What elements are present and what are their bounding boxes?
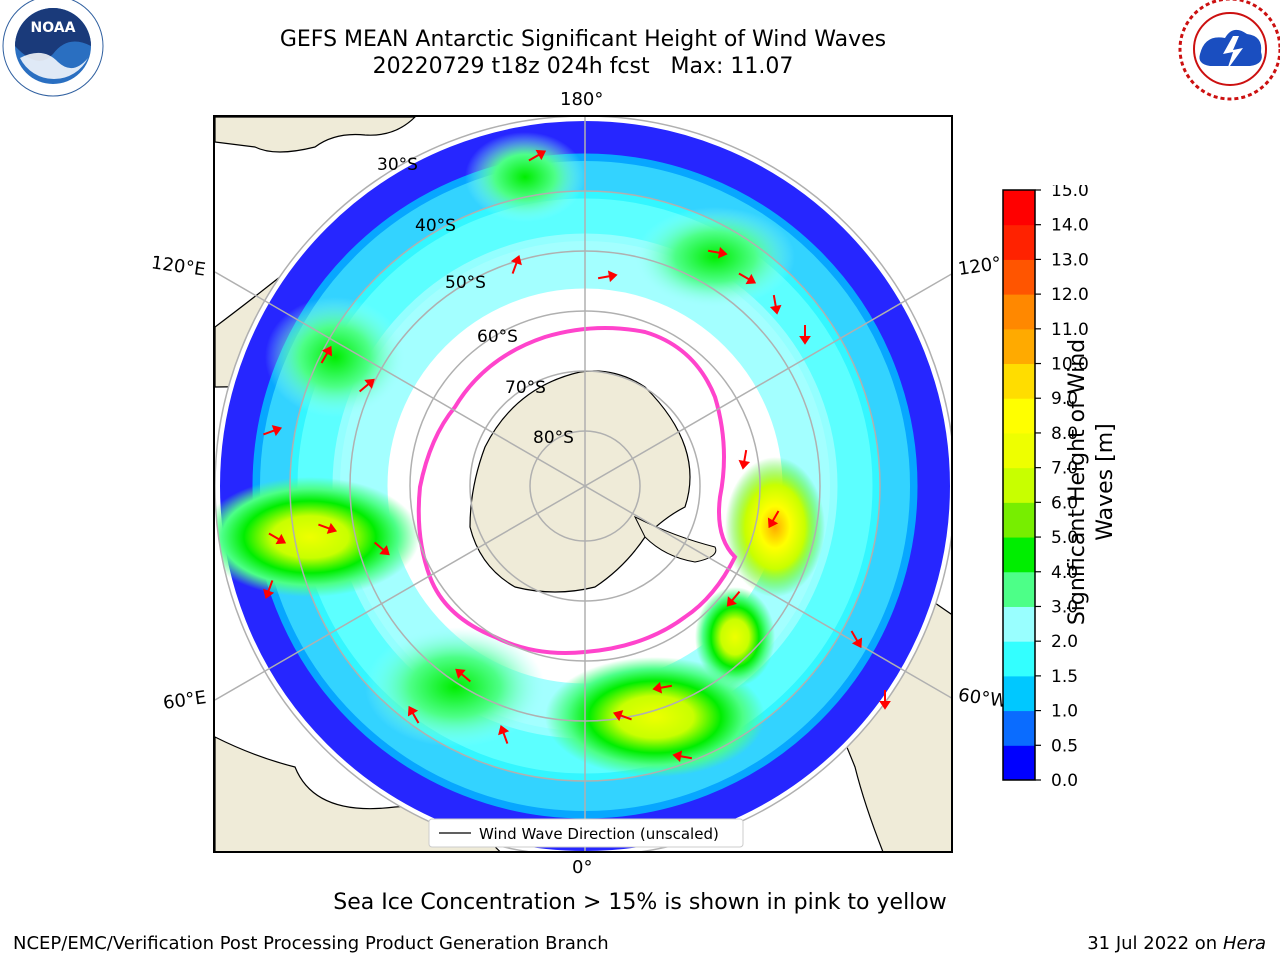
colorbar-tick-label: 7.0 bbox=[1051, 459, 1078, 479]
wave-arrow bbox=[672, 750, 693, 763]
colorbar-tick-label: 8.0 bbox=[1051, 424, 1078, 444]
colorbar-tick-label: 11.0 bbox=[1051, 320, 1089, 340]
colorbar-tick-label: 6.0 bbox=[1051, 493, 1078, 513]
polar-map: 30°S 40°S 50°S 60°S 70°S 80°S bbox=[213, 115, 953, 853]
lat-label-70: 70°S bbox=[505, 378, 546, 398]
colorbar-band bbox=[1003, 190, 1035, 226]
colorbar-band bbox=[1003, 710, 1035, 746]
lat-label-30: 30°S bbox=[377, 155, 418, 175]
colorbar-band bbox=[1003, 363, 1035, 399]
wave-arrow bbox=[612, 710, 632, 722]
wave-arrow bbox=[510, 254, 522, 274]
colorbar-band bbox=[1003, 398, 1035, 434]
wave-arrow bbox=[850, 630, 863, 649]
colorbar-band bbox=[1003, 294, 1035, 330]
footer-branch: NCEP/EMC/Verification Post Processing Pr… bbox=[13, 933, 609, 954]
colorbar-band bbox=[1003, 606, 1035, 642]
wave-arrow bbox=[320, 345, 333, 364]
map-canvas: 30°S 40°S 50°S 60°S 70°S 80°S bbox=[215, 117, 951, 851]
wave-arrow bbox=[652, 681, 673, 694]
colorbar-band bbox=[1003, 259, 1035, 295]
colorbar-band bbox=[1003, 571, 1035, 607]
wave-arrow bbox=[769, 294, 782, 315]
colorbar-band bbox=[1003, 641, 1035, 677]
direction-legend: Wind Wave Direction (unscaled) bbox=[428, 818, 744, 848]
wave-arrow bbox=[528, 149, 547, 162]
antarctica bbox=[416, 326, 738, 655]
colorbar-tick-label: 0.0 bbox=[1051, 771, 1078, 790]
colorbar-tick-label: 15.0 bbox=[1051, 185, 1089, 201]
footer-host: Hera bbox=[1222, 933, 1266, 954]
chart-title: GEFS MEAN Antarctic Significant Height o… bbox=[279, 27, 887, 52]
colorbar-tick-label: 9.0 bbox=[1051, 389, 1078, 409]
colorbar-tick-label: 3.0 bbox=[1051, 597, 1078, 617]
colorbar-tick-label: 10.0 bbox=[1051, 355, 1089, 375]
colorbar-tick-label: 0.5 bbox=[1051, 736, 1078, 756]
colorbar-band bbox=[1003, 745, 1035, 781]
colorbar-bands bbox=[1003, 190, 1035, 781]
noaa-logo: NOAA bbox=[2, 0, 104, 97]
colorbar-band bbox=[1003, 432, 1035, 469]
noaa-logo-text: NOAA bbox=[31, 20, 76, 36]
colorbar-tick-label: 1.0 bbox=[1051, 702, 1078, 722]
wave-arrow bbox=[767, 510, 780, 529]
latitude-labels: 30°S 40°S 50°S 60°S 70°S 80°S bbox=[377, 155, 574, 448]
sea-ice-caption: Sea Ice Concentration > 15% is shown in … bbox=[333, 890, 947, 915]
lon-label-180: 180° bbox=[560, 89, 604, 110]
colorbar-tick-label: 13.0 bbox=[1051, 250, 1089, 270]
colorbar-label: Significant Height of Wind Waves [m] bbox=[1065, 338, 1118, 626]
lon-label-120w: 120° bbox=[956, 253, 1003, 280]
colorbar-band bbox=[1003, 502, 1035, 538]
lat-label-60: 60°S bbox=[477, 327, 518, 347]
wave-arrow bbox=[597, 270, 618, 283]
wave-arrow bbox=[726, 590, 741, 607]
wind-wave-arrows bbox=[263, 149, 891, 763]
footer-date-text: 31 Jul 2022 on bbox=[1087, 933, 1223, 954]
lon-label-60e: 60°E bbox=[161, 687, 208, 714]
lon-label-120e: 120°E bbox=[149, 252, 207, 281]
colorbar-tick-label: 1.5 bbox=[1051, 667, 1078, 687]
colorbar-ticks: 0.0 0.5 1.0 1.5 2.0 3.0 4.0 5.0 6.0 7.0 8.0 9.0 10.0… bbox=[1035, 185, 1089, 790]
nws-logo bbox=[1178, 0, 1280, 101]
wave-arrow bbox=[373, 541, 390, 556]
colorbar-band bbox=[1003, 537, 1035, 573]
colorbar-tick-label: 12.0 bbox=[1051, 285, 1089, 305]
colorbar-tick-label: 14.0 bbox=[1051, 216, 1089, 236]
wave-arrow bbox=[358, 378, 375, 393]
legend-label: Wind Wave Direction (unscaled) bbox=[479, 825, 719, 843]
colorbar-tick-label: 5.0 bbox=[1051, 528, 1078, 548]
wave-arrow bbox=[498, 724, 510, 744]
lat-label-50: 50°S bbox=[445, 273, 486, 293]
wave-arrow bbox=[318, 522, 338, 534]
colorbar-band bbox=[1003, 675, 1035, 712]
lat-label-80: 80°S bbox=[533, 428, 574, 448]
wave-arrow bbox=[268, 532, 287, 545]
wave-arrow bbox=[407, 705, 420, 724]
chart-subtitle: 20220729 t18z 024h fcst Max: 11.07 bbox=[372, 54, 794, 79]
wave-arrow bbox=[738, 449, 751, 470]
colorbar-tick-label: 2.0 bbox=[1051, 632, 1078, 652]
lat-label-40: 40°S bbox=[415, 216, 456, 236]
colorbar-band bbox=[1003, 467, 1035, 503]
footer-date: 31 Jul 2022 on Hera bbox=[1087, 933, 1266, 954]
wave-arrow bbox=[707, 246, 728, 259]
graticule bbox=[215, 117, 951, 851]
colorbar-band bbox=[1003, 328, 1035, 365]
wave-arrow bbox=[263, 425, 283, 437]
wave-arrow bbox=[455, 668, 472, 683]
wave-arrow bbox=[879, 690, 891, 710]
wave-arrow bbox=[263, 580, 275, 600]
colorbar: 0.0 0.5 1.0 1.5 2.0 3.0 4.0 5.0 6.0 7.0 8.0 9.0 10.0… bbox=[1002, 185, 1089, 790]
colorbar-band bbox=[1003, 224, 1035, 260]
wave-arrow bbox=[738, 272, 757, 285]
wave-arrow bbox=[799, 325, 811, 345]
lon-label-0: 0° bbox=[572, 857, 593, 878]
colorbar-tick-label: 4.0 bbox=[1051, 563, 1078, 583]
